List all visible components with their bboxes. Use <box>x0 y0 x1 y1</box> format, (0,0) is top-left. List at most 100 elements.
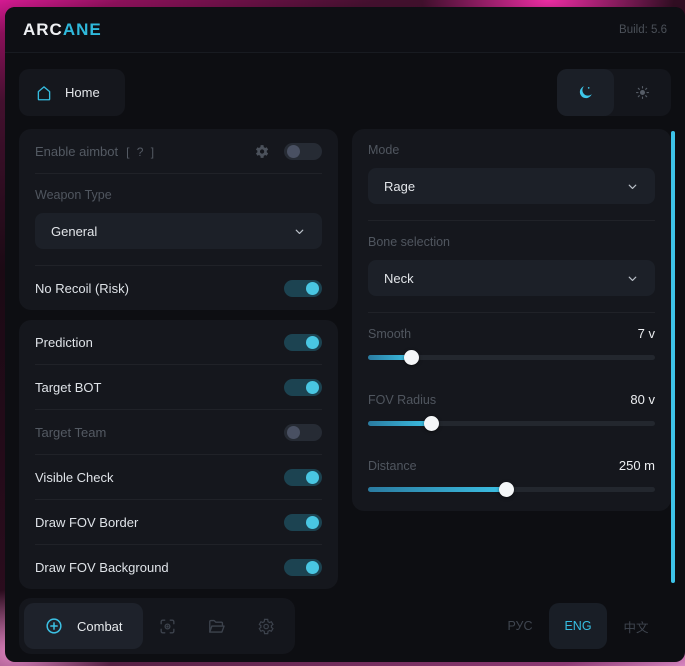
sun-icon <box>636 86 649 99</box>
smooth-label: Smooth <box>368 326 412 341</box>
prediction-label: Prediction <box>35 334 93 350</box>
logo-accent: ANE <box>62 19 102 39</box>
bone-selection-section: Bone selection Neck <box>352 221 671 312</box>
bone-selection-dropdown[interactable]: Neck <box>368 260 655 296</box>
smooth-value: 7 v <box>637 326 655 341</box>
toggle-knob <box>306 380 319 394</box>
tab-home[interactable]: Home <box>19 69 125 116</box>
title-bar: ARCANE Build: 5.6 <box>5 7 685 53</box>
distance-slider-fill <box>368 482 514 497</box>
mode-dropdown[interactable]: Rage <box>368 168 655 204</box>
moon-icon <box>579 86 592 99</box>
mode-section: Mode Rage <box>352 129 671 220</box>
no-recoil-label: No Recoil (Risk) <box>35 280 129 296</box>
lang-rus-button[interactable]: РУС <box>507 619 533 633</box>
toggle-knob <box>287 425 300 439</box>
draw-fov-background-toggle[interactable] <box>284 558 322 576</box>
lang-eng-button[interactable]: ENG <box>549 603 607 649</box>
crosshair-icon <box>46 618 62 634</box>
prediction-toggle[interactable] <box>284 333 322 351</box>
aimbot-settings-gear-icon[interactable] <box>253 143 270 160</box>
no-recoil-row: No Recoil (Risk) <box>19 266 338 310</box>
visible-check-label: Visible Check <box>35 469 114 485</box>
chevron-down-icon <box>628 276 637 281</box>
tab-configs[interactable] <box>192 603 241 649</box>
smooth-slider-section: Smooth 7 v <box>352 313 671 379</box>
distance-slider-track[interactable] <box>368 482 655 497</box>
tab-home-label: Home <box>65 85 100 100</box>
smooth-slider-track[interactable] <box>368 350 655 365</box>
divider <box>35 173 322 174</box>
divider <box>35 454 322 455</box>
bone-selection-value: Neck <box>384 270 414 286</box>
distance-slider-section: Distance 250 m <box>352 445 671 511</box>
smooth-slider-fill <box>368 350 420 365</box>
weapon-type-label: Weapon Type <box>35 188 112 202</box>
logo-primary: ARC <box>23 19 63 39</box>
lang-zh-button[interactable]: 中文 <box>623 620 649 635</box>
toggle-knob <box>306 560 319 574</box>
light-theme-button[interactable] <box>614 69 671 116</box>
home-icon <box>37 85 51 100</box>
tab-combat-label: Combat <box>77 618 123 634</box>
target-bot-label: Target BOT <box>35 379 102 395</box>
bone-selection-label: Bone selection <box>368 235 451 249</box>
chevron-down-icon <box>628 184 637 189</box>
enable-aimbot-label: Enable aimbot[ ? ] <box>35 143 157 159</box>
app-window: ARCANE Build: 5.6 Home <box>5 7 685 662</box>
draw-fov-border-label: Draw FOV Border <box>35 514 139 530</box>
tab-settings[interactable] <box>241 603 290 649</box>
fov-radius-slider-knob[interactable] <box>424 416 440 431</box>
fov-radius-value: 80 v <box>630 392 655 407</box>
target-team-row: Target Team <box>19 410 338 454</box>
esp-eye-icon <box>160 618 175 634</box>
fov-radius-label: FOV Radius <box>368 392 437 407</box>
draw-fov-border-toggle[interactable] <box>284 513 322 531</box>
scrollbar[interactable] <box>671 131 675 583</box>
fov-radius-slider-track[interactable] <box>368 416 655 431</box>
toggle-knob <box>306 470 319 484</box>
weapon-type-value: General <box>51 223 98 239</box>
nav-bar: Home <box>19 69 671 116</box>
draw-fov-background-label: Draw FOV Background <box>35 559 169 575</box>
target-bot-toggle[interactable] <box>284 378 322 396</box>
toggle-knob <box>306 335 319 349</box>
footer-bar: Combat <box>5 596 685 662</box>
folder-icon <box>208 619 225 633</box>
mode-label: Mode <box>368 143 400 157</box>
divider <box>35 544 322 545</box>
help-hint[interactable]: [ ? ] <box>126 144 157 159</box>
options-card: Prediction Target BOT Target Team Visibl… <box>19 320 338 589</box>
weapon-type-dropdown[interactable]: General <box>35 213 322 249</box>
visible-check-toggle[interactable] <box>284 468 322 486</box>
app-logo: ARCANE <box>23 20 102 40</box>
enable-aimbot-toggle[interactable] <box>284 142 322 160</box>
target-team-label: Target Team <box>35 424 107 440</box>
category-tabs: Combat <box>19 598 295 654</box>
toggle-knob <box>306 515 319 529</box>
tab-combat[interactable]: Combat <box>24 603 143 649</box>
no-recoil-toggle[interactable] <box>284 279 322 297</box>
smooth-slider-knob[interactable] <box>404 350 420 365</box>
target-team-toggle[interactable] <box>284 423 322 441</box>
chevron-down-icon <box>295 229 304 234</box>
language-switcher: РУС ENG 中文 <box>491 603 665 649</box>
distance-slider-knob[interactable] <box>498 482 514 497</box>
fov-radius-slider-fill <box>368 416 440 431</box>
theme-switcher <box>557 69 671 116</box>
mode-value: Rage <box>384 178 416 194</box>
gear-icon <box>258 618 274 634</box>
distance-label: Distance <box>368 458 417 473</box>
divider <box>35 409 322 410</box>
visible-check-row: Visible Check <box>19 455 338 499</box>
fov-radius-slider-section: FOV Radius 80 v <box>352 379 671 445</box>
toggle-knob <box>287 144 300 158</box>
tab-visuals[interactable] <box>143 603 192 649</box>
target-bot-row: Target BOT <box>19 365 338 409</box>
toggle-knob <box>306 281 319 295</box>
main-content: Enable aimbot[ ? ] Weapon Type General <box>19 129 671 591</box>
dark-theme-button[interactable] <box>557 69 614 116</box>
divider <box>35 499 322 500</box>
settings-card: Mode Rage Bone selection Neck <box>352 129 671 511</box>
enable-aimbot-row: Enable aimbot[ ? ] <box>19 129 338 173</box>
